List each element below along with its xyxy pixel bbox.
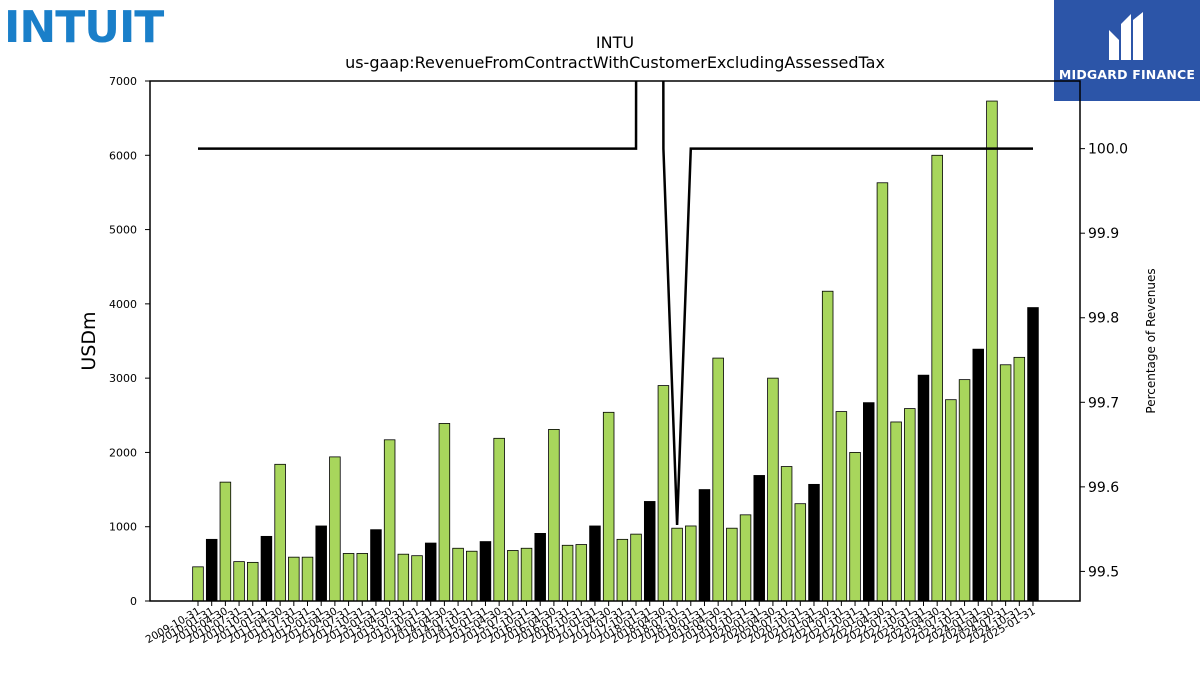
bar-2016-04-30 bbox=[548, 428, 560, 602]
y2-tick-label: 99.7 bbox=[1088, 395, 1119, 411]
y-tick-label: 5000 bbox=[109, 224, 137, 237]
bar-2012-01-31 bbox=[315, 525, 327, 602]
bar-2014-10-31 bbox=[466, 550, 478, 602]
y-axis-label: USDm bbox=[78, 311, 100, 370]
bar-2013-04-30 bbox=[383, 439, 396, 602]
bar-2015-07-31 bbox=[507, 550, 519, 602]
bar-2021-01-31 bbox=[808, 483, 820, 602]
y-tick-label: 3000 bbox=[109, 372, 137, 385]
bar-2009-10-31 bbox=[192, 566, 204, 602]
bar-2024-01-31 bbox=[972, 348, 984, 602]
bar-2020-07-31 bbox=[780, 466, 793, 602]
chart-title-block: INTU us-gaap:RevenueFromContractWithCust… bbox=[300, 33, 930, 73]
bar-2014-01-31 bbox=[424, 542, 437, 602]
y-tick-label: 1000 bbox=[109, 521, 137, 534]
bar-2021-10-31 bbox=[849, 452, 861, 602]
y2-tick-label: 99.8 bbox=[1088, 311, 1119, 327]
midgard-finance-logo: MIDGARD FINANCE bbox=[1054, 0, 1200, 101]
bar-2017-10-31 bbox=[630, 533, 642, 602]
y-tick-label: 4000 bbox=[109, 298, 137, 311]
bar-2014-07-31 bbox=[452, 547, 464, 602]
bar-2015-10-31 bbox=[520, 547, 533, 602]
y2-tick-label: 99.9 bbox=[1088, 226, 1119, 242]
y-tick-label: 7000 bbox=[109, 75, 137, 88]
bar-2023-07-31 bbox=[945, 399, 957, 602]
bar-2019-04-30 bbox=[712, 357, 724, 602]
bar-2021-04-30 bbox=[821, 290, 834, 602]
bar-2014-04-30 bbox=[438, 423, 451, 602]
y2-tick-label: 99.6 bbox=[1088, 480, 1119, 496]
bar-2020-10-31 bbox=[794, 503, 807, 602]
bar-2019-10-31 bbox=[739, 514, 752, 602]
y-tick-label: 2000 bbox=[109, 446, 137, 459]
bar-2023-01-31 bbox=[917, 374, 930, 602]
y2-tick-label: 100.0 bbox=[1088, 142, 1128, 158]
chart-title: INTU bbox=[595, 33, 635, 52]
plot-frame bbox=[149, 80, 1081, 602]
bar-2023-04-30 bbox=[931, 154, 943, 602]
bar-2010-10-31 bbox=[247, 561, 259, 602]
bar-2012-04-30 bbox=[329, 456, 341, 602]
bar-2011-01-31 bbox=[260, 535, 273, 602]
bar-2017-01-31 bbox=[589, 525, 601, 602]
intuit-logo-text: INTUIT bbox=[4, 2, 164, 53]
bar-2010-07-31 bbox=[233, 561, 245, 602]
bar-2017-04-30 bbox=[602, 411, 615, 602]
bar-2015-04-30 bbox=[493, 437, 505, 602]
bar-2012-07-31 bbox=[342, 553, 355, 602]
bar-2024-07-31 bbox=[999, 364, 1012, 602]
bar-2020-04-30 bbox=[767, 377, 779, 602]
bar-2012-10-31 bbox=[356, 553, 369, 602]
bar-2017-07-31 bbox=[616, 538, 629, 602]
bar-2023-10-31 bbox=[958, 379, 971, 602]
bar-2016-07-31 bbox=[561, 544, 574, 602]
bar-2010-01-31 bbox=[205, 538, 218, 602]
y-tick-label: 0 bbox=[130, 595, 137, 608]
bar-2015-01-31 bbox=[479, 541, 492, 602]
bar-2016-01-31 bbox=[534, 533, 546, 602]
intuit-logo: INTUIT bbox=[4, 2, 164, 53]
y2-axis-label: Percentage of Revenues bbox=[1144, 268, 1158, 413]
bar-2011-07-31 bbox=[288, 556, 300, 602]
chart-subtitle: us-gaap:RevenueFromContractWithCustomerE… bbox=[345, 53, 885, 72]
bar-2018-04-30 bbox=[657, 385, 670, 602]
bar-2013-07-31 bbox=[397, 553, 410, 602]
bar-2018-07-31 bbox=[671, 527, 683, 602]
bar-2019-07-31 bbox=[726, 527, 738, 602]
bar-2020-01-31 bbox=[753, 475, 765, 602]
midgard-emblem-icon bbox=[1109, 12, 1143, 60]
bar-2013-10-31 bbox=[411, 555, 423, 602]
bar-2018-10-31 bbox=[685, 525, 697, 602]
bar-2010-04-30 bbox=[219, 481, 232, 602]
bar-2021-07-31 bbox=[835, 411, 848, 602]
publisher-name: MIDGARD FINANCE bbox=[1058, 67, 1196, 82]
bar-2022-04-30 bbox=[876, 182, 889, 602]
bar-2024-04-30 bbox=[986, 100, 998, 602]
bar-2022-01-31 bbox=[863, 402, 875, 602]
bar-2022-10-31 bbox=[904, 408, 916, 602]
bar-2011-10-31 bbox=[301, 556, 314, 602]
bar-2022-07-31 bbox=[890, 421, 902, 602]
bar-2011-04-30 bbox=[274, 463, 286, 602]
percentage-line bbox=[198, 81, 1033, 525]
bar-2025-01-31 bbox=[1027, 307, 1039, 602]
bar-2013-01-31 bbox=[370, 529, 382, 602]
y2-tick-label: 99.5 bbox=[1088, 564, 1119, 580]
bar-2019-01-31 bbox=[698, 489, 711, 602]
bar-2016-10-31 bbox=[575, 544, 588, 602]
bar-2024-10-31 bbox=[1013, 356, 1026, 602]
y-tick-label: 6000 bbox=[109, 149, 137, 162]
bar-2018-01-31 bbox=[643, 501, 656, 602]
